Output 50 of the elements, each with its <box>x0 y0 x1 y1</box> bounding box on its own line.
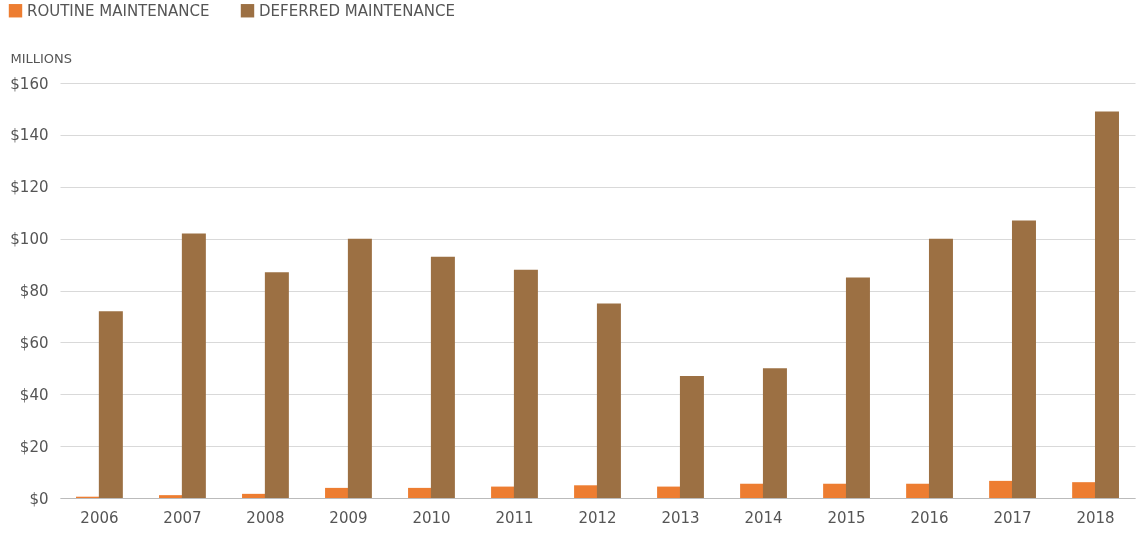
x-tick-label: 2017 <box>993 508 1032 527</box>
x-tick-label: 2015 <box>827 508 866 527</box>
bar <box>596 303 621 498</box>
y-tick-label: $120 <box>10 178 49 197</box>
x-tick-label: 2018 <box>1076 508 1115 527</box>
y-axis-title: MILLIONS <box>10 50 73 66</box>
bar <box>491 486 516 498</box>
bar <box>762 368 787 498</box>
x-tick-label: 2011 <box>495 508 534 527</box>
x-tick-label: 2014 <box>744 508 783 527</box>
bar <box>928 238 953 498</box>
y-tick-label: $20 <box>19 437 49 456</box>
y-tick-label: $60 <box>19 333 49 352</box>
bar <box>1011 220 1036 498</box>
bar <box>1072 482 1097 498</box>
bar <box>1094 111 1119 498</box>
bar <box>408 487 433 498</box>
bar <box>325 487 350 498</box>
y-tick-label: $40 <box>19 385 49 404</box>
bar <box>159 495 184 498</box>
bar <box>657 486 682 498</box>
bar <box>845 277 870 498</box>
bar <box>264 272 289 498</box>
bar <box>513 269 538 498</box>
bar <box>181 233 206 498</box>
x-tick-label: 2012 <box>578 508 617 527</box>
legend-label: ROUTINE MAINTENANCE <box>27 1 210 20</box>
x-tick-label: 2006 <box>80 508 119 527</box>
x-tick-label: 2016 <box>910 508 949 527</box>
bar <box>574 485 599 498</box>
bar <box>740 483 765 498</box>
legend-label: DEFERRED MAINTENANCE <box>259 1 455 20</box>
bar <box>823 483 848 498</box>
x-tick-label: 2008 <box>246 508 285 527</box>
bar <box>347 238 372 498</box>
y-tick-label: $80 <box>19 282 49 300</box>
y-tick-label: $140 <box>10 126 49 145</box>
x-tick-label: 2013 <box>661 508 700 527</box>
bar <box>98 311 123 498</box>
x-tick-label: 2007 <box>163 508 202 527</box>
x-tick-label: 2009 <box>329 508 368 527</box>
y-tick-label: $100 <box>10 230 49 249</box>
bar <box>906 483 931 498</box>
bar <box>242 493 267 498</box>
bar <box>679 376 704 498</box>
y-tick-label: $0 <box>29 489 49 508</box>
x-tick-label: 2010 <box>412 508 451 527</box>
y-tick-label: $160 <box>10 74 49 93</box>
bar <box>430 256 455 498</box>
bar <box>989 480 1014 498</box>
